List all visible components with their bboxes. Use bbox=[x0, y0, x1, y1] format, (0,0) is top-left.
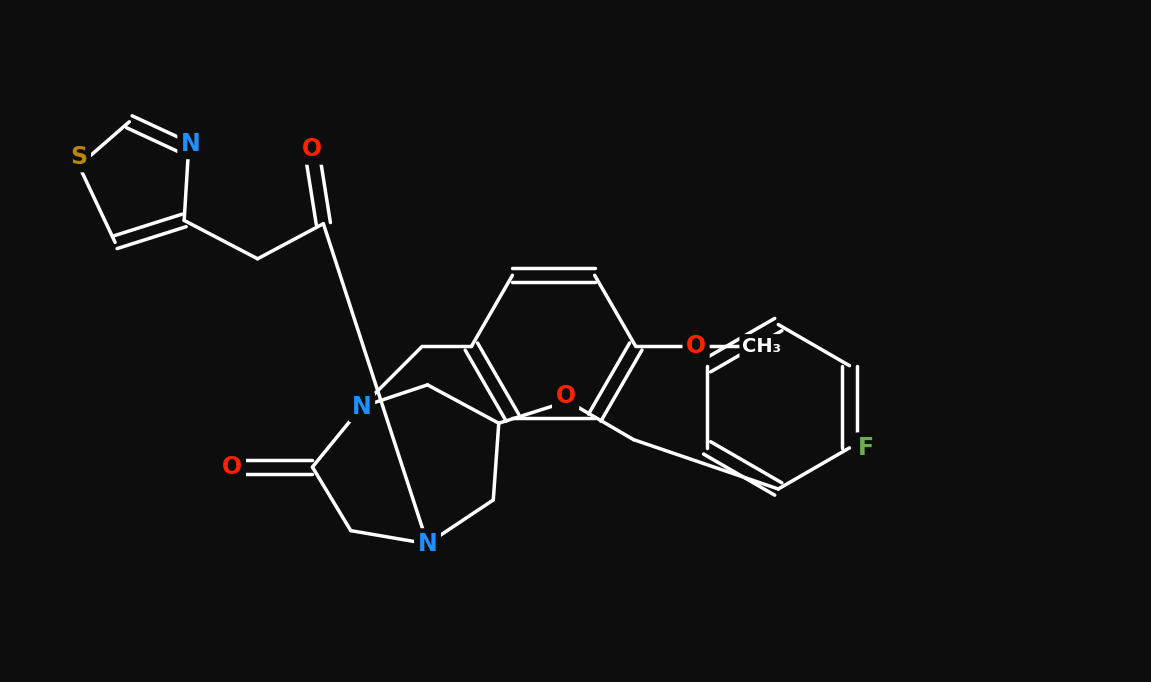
Text: O: O bbox=[222, 455, 243, 479]
Text: N: N bbox=[181, 132, 200, 155]
Text: F: F bbox=[857, 436, 874, 460]
Text: O: O bbox=[686, 334, 707, 359]
Text: S: S bbox=[70, 145, 87, 169]
Text: CH₃: CH₃ bbox=[742, 337, 782, 356]
Text: N: N bbox=[352, 395, 372, 419]
Text: O: O bbox=[303, 137, 322, 161]
Text: O: O bbox=[556, 384, 576, 408]
Text: N: N bbox=[418, 532, 437, 556]
